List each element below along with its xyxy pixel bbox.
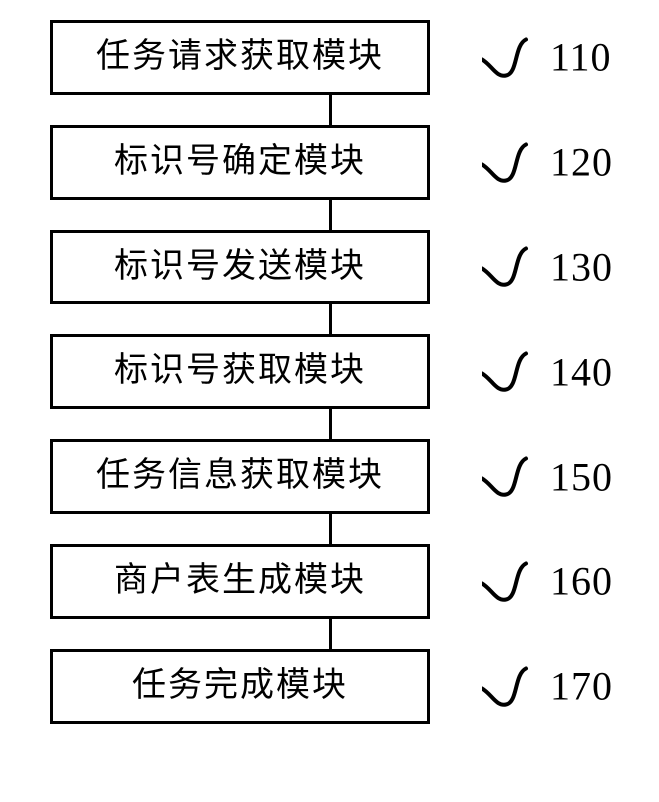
flow-node: 任务信息获取模块 [50,439,430,514]
node-number: 120 [550,139,613,186]
flow-row: 任务信息获取模块 150 [50,439,610,514]
squiggle-connector: 150 [482,453,613,500]
node-number: 130 [550,243,613,290]
squiggle-connector: 160 [482,558,613,605]
node-number: 160 [550,558,613,605]
squiggle-connector: 130 [482,243,613,290]
node-number: 170 [550,663,613,710]
node-number: 110 [550,34,612,81]
flow-node: 标识号发送模块 [50,230,430,305]
flow-row: 标识号发送模块 130 [50,230,610,305]
flowchart-container: 任务请求获取模块 110 标识号确定模块 120 标识号发送模块 [50,20,610,724]
flow-row: 标识号确定模块 120 [50,125,610,200]
squiggle-connector: 120 [482,139,613,186]
flow-connector [329,200,332,230]
squiggle-connector: 140 [482,348,613,395]
flow-connector [329,95,332,125]
flow-node: 标识号获取模块 [50,334,430,409]
flow-node: 任务完成模块 [50,649,430,724]
flow-node: 商户表生成模块 [50,544,430,619]
node-number: 140 [550,348,613,395]
flow-node: 标识号确定模块 [50,125,430,200]
squiggle-connector: 170 [482,663,613,710]
flow-row: 商户表生成模块 160 [50,544,610,619]
node-number: 150 [550,453,613,500]
squiggle-connector: 110 [482,34,612,81]
flow-connector [329,304,332,334]
flow-connector [329,619,332,649]
flow-row: 任务完成模块 170 [50,649,610,724]
flow-row: 任务请求获取模块 110 [50,20,610,95]
flow-row: 标识号获取模块 140 [50,334,610,409]
flow-connector [329,409,332,439]
flow-connector [329,514,332,544]
flow-node: 任务请求获取模块 [50,20,430,95]
